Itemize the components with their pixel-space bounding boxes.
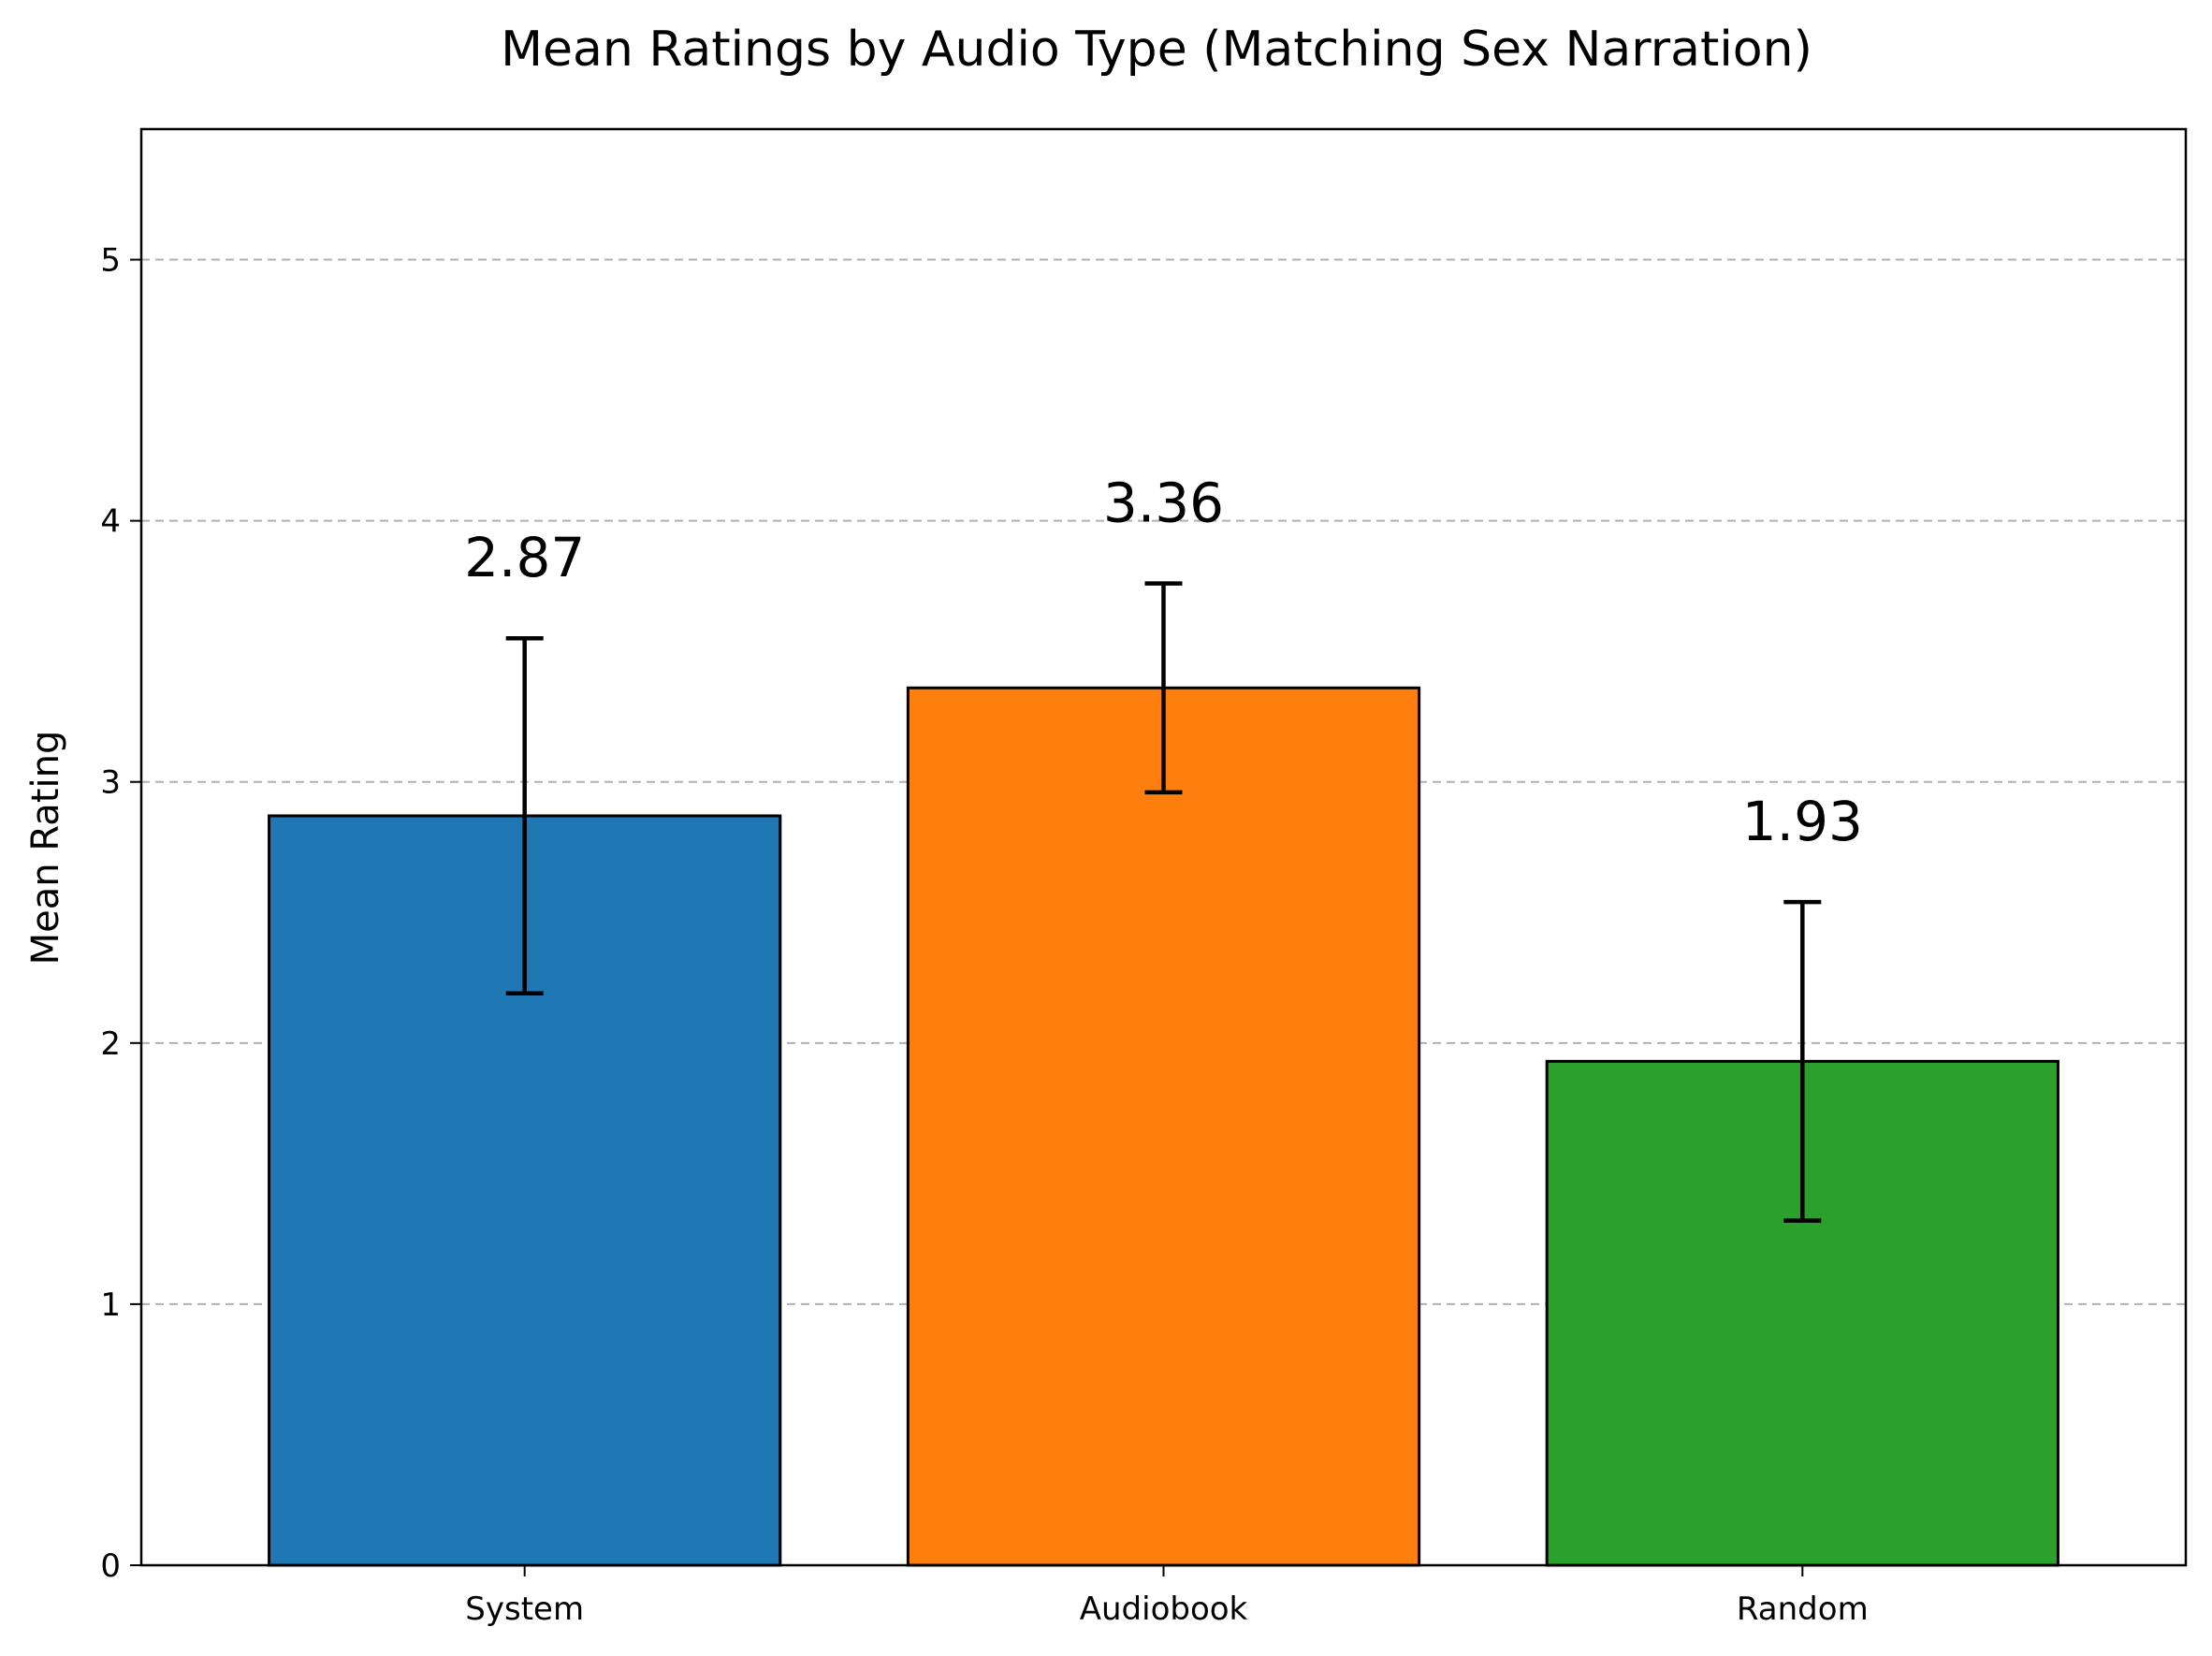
data-label-system: 2.87 (464, 526, 585, 589)
y-tick-label: 5 (100, 242, 121, 280)
y-tick-label: 2 (100, 1025, 121, 1063)
bar-audiobook (906, 686, 1421, 1567)
y-tick-label: 4 (100, 503, 121, 541)
x-tick-label-system: System (465, 1591, 584, 1628)
error-bar-system (505, 635, 544, 996)
y-axis-ticks: 0 1 2 3 4 5 (100, 242, 141, 1585)
chart-title: Mean Ratings by Audio Type (Matching Sex… (501, 22, 1812, 78)
data-labels: 2.87 3.36 1.93 (464, 472, 1863, 853)
y-axis-label: Mean Rating (24, 731, 67, 966)
y-tick-label: 1 (100, 1286, 121, 1324)
y-tick-label: 3 (100, 764, 121, 802)
x-tick-label-audiobook: Audiobook (1080, 1591, 1248, 1628)
x-tick-label-random: Random (1737, 1591, 1869, 1628)
y-tick-label: 0 (100, 1547, 121, 1585)
error-bar-audiobook (1144, 581, 1183, 795)
data-label-random: 1.93 (1742, 790, 1863, 853)
error-bars (505, 581, 1822, 1223)
data-label-audiobook: 3.36 (1103, 472, 1224, 535)
error-bar-random (1783, 899, 1822, 1223)
x-axis-ticks: System Audiobook Random (465, 1565, 1869, 1628)
